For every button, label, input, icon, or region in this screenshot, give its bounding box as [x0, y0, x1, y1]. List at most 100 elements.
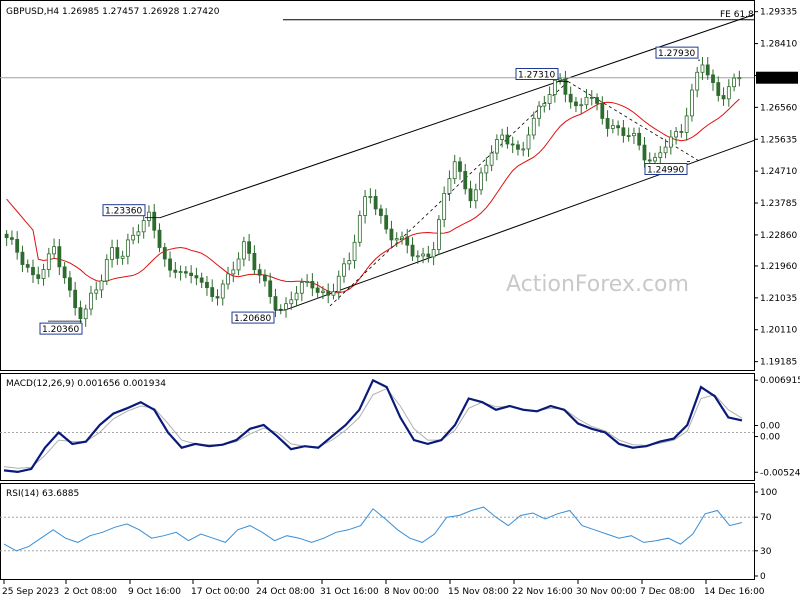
- candle-body: [83, 308, 88, 320]
- candle-body: [394, 238, 399, 241]
- candle-body: [310, 280, 315, 289]
- candle-body: [357, 215, 362, 243]
- candle-body: [115, 247, 120, 259]
- candle-body: [94, 289, 99, 294]
- macd-y-tick-label: 0.006915: [760, 376, 800, 386]
- macd-y-tick-label: 0.00: [760, 433, 780, 443]
- candle-body: [647, 159, 652, 162]
- time-tick-label: 7 Dec 08:00: [640, 587, 695, 597]
- candle-body: [15, 238, 20, 253]
- candle-body: [194, 275, 199, 279]
- candle-body: [4, 233, 9, 239]
- annotation-box: [231, 311, 275, 324]
- candle-body: [147, 211, 151, 221]
- candle-body: [674, 131, 679, 138]
- candle-body: [342, 263, 346, 277]
- candle-body: [252, 252, 257, 271]
- candle-body: [626, 135, 631, 137]
- candle-body: [547, 94, 552, 104]
- candle-body: [215, 296, 220, 299]
- candle-body: [305, 280, 310, 283]
- rsi-header: RSI(14) 63.6885: [6, 489, 79, 499]
- candle-body: [241, 241, 246, 260]
- rsi-y-tick-label: 0: [760, 572, 766, 582]
- candle-body: [389, 228, 394, 241]
- projection-dashed-line: [567, 81, 701, 162]
- candle-body: [468, 188, 473, 202]
- candle-body: [526, 134, 531, 150]
- candle-body: [331, 291, 336, 296]
- candle-body: [500, 134, 505, 140]
- candle-body: [62, 266, 67, 279]
- candle-body: [705, 64, 710, 76]
- price-y-tick-label: 1.28410: [760, 40, 797, 50]
- price-panel: GBPUSD,H4 1.26985 1.27457 1.26928 1.2742…: [0, 0, 798, 371]
- candle-body: [210, 287, 215, 297]
- time-tick-label: 15 Nov 08:00: [448, 587, 509, 597]
- macd-signal-line: [3, 387, 743, 469]
- rsi-series: [0, 506, 754, 552]
- macd-y-tick-label: 0.00: [760, 422, 780, 432]
- candle-body: [579, 104, 584, 107]
- candle-body: [479, 172, 483, 191]
- candle-body: [104, 259, 109, 282]
- candle-body: [152, 211, 157, 231]
- candle-body: [46, 253, 51, 270]
- annotation-box: [102, 204, 146, 217]
- candle-body: [89, 292, 93, 310]
- candle-body: [73, 289, 78, 309]
- time-tick-label: 25 Sep 2023: [2, 587, 59, 597]
- time-tick-label: 24 Oct 08:00: [256, 587, 315, 597]
- candle-body: [552, 79, 557, 95]
- candle-body: [542, 103, 547, 107]
- candle-body: [352, 241, 357, 261]
- candle-body: [263, 274, 267, 282]
- candle-body: [236, 258, 241, 271]
- candle-body: [289, 299, 294, 305]
- candle-body: [531, 117, 536, 136]
- candle-body: [484, 164, 489, 174]
- macd-line: [3, 378, 743, 474]
- candle-body: [162, 247, 167, 260]
- candle-body: [231, 269, 236, 275]
- macd-panel: MACD(12,26,9) 0.001656 0.001934 0.006915…: [0, 373, 800, 481]
- annotation-label: 1.27930: [658, 49, 695, 59]
- candle-body: [510, 143, 515, 146]
- price-y-tick-label: 1.19185: [760, 358, 797, 368]
- candle-body: [168, 258, 172, 271]
- candle-body: [20, 251, 25, 265]
- candle-body: [247, 241, 252, 254]
- annotation-box: [655, 46, 699, 59]
- candle-body: [57, 246, 62, 268]
- candle-body: [226, 273, 230, 285]
- candle-body: [189, 272, 194, 277]
- candle-body: [421, 253, 425, 257]
- candle-body: [452, 161, 457, 180]
- candle-body: [489, 152, 494, 166]
- current-price-tag: [756, 71, 798, 84]
- candle-body: [732, 77, 736, 88]
- candle-body: [679, 131, 684, 133]
- time-axis: 25 Sep 2023 2 Oct 08:00 9 Oct 16:00 17 Oct …: [2, 580, 765, 597]
- candle-body: [315, 287, 320, 293]
- time-tick-label: 17 Oct 00:00: [191, 587, 250, 597]
- moving-average-line: [6, 98, 740, 294]
- candle-body: [36, 274, 41, 279]
- rsi-y-tick-label: 100: [760, 488, 777, 498]
- candle-body: [173, 269, 178, 273]
- macd-y-tick-label: -0.005241: [760, 468, 800, 478]
- annotation-label: 1.20680: [234, 314, 271, 324]
- candle-body: [574, 101, 578, 107]
- current-price-label: 1.27420: [760, 74, 797, 84]
- candle-body: [690, 89, 694, 117]
- annotation-label: 1.27310: [518, 71, 555, 81]
- candle-body: [405, 236, 410, 246]
- candle-body: [584, 96, 589, 106]
- candle-body: [632, 132, 636, 137]
- candle-body: [178, 271, 183, 274]
- price-y-tick-label: 1.21960: [760, 262, 797, 272]
- candle-body: [400, 236, 404, 240]
- macd-series: [0, 378, 754, 474]
- price-y-tick-label: 1.23785: [760, 199, 797, 209]
- candle-body: [363, 196, 367, 216]
